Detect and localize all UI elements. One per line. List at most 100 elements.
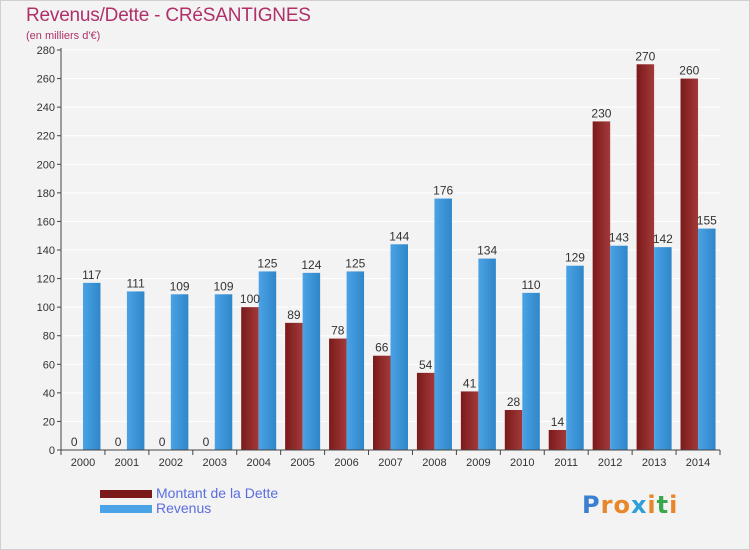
logo-letter: o: [613, 491, 631, 519]
data-label-revenus: 110: [521, 278, 540, 292]
bar-dette: [504, 410, 523, 450]
y-tick-label: 220: [37, 131, 55, 143]
bar-dette: [329, 338, 347, 450]
logo-letter: x: [630, 491, 648, 519]
bar-revenus: [258, 271, 277, 450]
data-label-dette: 0: [115, 435, 122, 449]
y-tick-label: 60: [43, 359, 55, 371]
y-tick-label: 180: [37, 188, 55, 200]
bar-dette: [285, 322, 303, 450]
bar-revenus: [390, 244, 408, 450]
data-label-dette: 0: [71, 435, 78, 449]
data-label-dette: 0: [159, 435, 166, 449]
y-tick-label: 240: [37, 102, 55, 114]
y-tick-label: 120: [37, 274, 55, 286]
y-tick-label: 80: [43, 331, 55, 343]
proxiti-logo: Proxiti: [582, 491, 678, 519]
x-tick-label: 2002: [159, 457, 183, 469]
x-tick-label: 2005: [290, 457, 314, 469]
legend-label-revenus: Revenus: [156, 500, 212, 516]
data-label-revenus: 155: [697, 214, 717, 228]
data-label-revenus: 117: [82, 268, 101, 282]
legend-swatch-dette: [100, 490, 152, 498]
x-tick-label: 2009: [466, 457, 490, 469]
data-label-dette: 260: [679, 64, 699, 78]
x-tick-label: 2006: [334, 457, 358, 469]
x-tick-label: 2007: [378, 457, 402, 469]
bar-revenus: [126, 291, 145, 450]
y-tick-label: 280: [37, 45, 55, 57]
data-label-dette: 54: [419, 358, 433, 372]
bar-dette: [592, 121, 611, 450]
bar-revenus: [478, 258, 496, 450]
data-label-dette: 28: [507, 395, 521, 409]
data-label-revenus: 109: [170, 279, 190, 293]
data-labels: 0 117 0 111 0 109 0 109 100 125 89 124 78 125 66 144 54 1…: [71, 49, 717, 449]
bar-revenus: [698, 228, 716, 450]
data-label-revenus: 111: [127, 276, 146, 290]
x-tick-label: 2014: [686, 457, 710, 469]
x-tick-label: 2001: [115, 457, 139, 469]
x-tick-label: 2013: [642, 457, 666, 469]
bar-revenus: [522, 292, 540, 450]
bars: [82, 64, 716, 451]
bar-revenus: [610, 245, 628, 450]
legend-swatch-revenus: [100, 505, 152, 513]
bar-dette: [680, 78, 699, 451]
bar-dette: [241, 307, 259, 450]
data-label-dette: 78: [331, 324, 345, 338]
legend-label-dette: Montant de la Dette: [156, 485, 279, 501]
legend-item-dette: Montant de la Dette: [100, 485, 400, 502]
data-label-dette: 270: [635, 49, 655, 63]
data-label-revenus: 176: [433, 184, 453, 198]
y-tick-label: 100: [37, 302, 55, 314]
y-tick-label: 0: [49, 445, 55, 457]
data-label-dette: 66: [375, 341, 389, 355]
data-label-dette: 100: [240, 292, 260, 306]
data-label-revenus: 144: [389, 229, 409, 243]
logo-letter: t: [656, 491, 670, 519]
chart-title: Revenus/Dette - CRéSANTIGNES: [26, 5, 311, 26]
bar-dette: [636, 64, 655, 451]
bar-dette: [373, 355, 391, 450]
y-tick-label: 40: [43, 388, 55, 400]
data-label-dette: 89: [287, 308, 301, 322]
x-tick-label: 2003: [203, 457, 227, 469]
bar-revenus: [82, 282, 101, 450]
bar-revenus: [346, 271, 365, 450]
bar-revenus: [170, 294, 189, 450]
x-tick-label: 2004: [246, 457, 270, 469]
data-label-dette: 41: [463, 376, 477, 390]
bar-dette: [416, 372, 435, 450]
x-tick-label: 2012: [598, 457, 622, 469]
x-tick-label: 2010: [510, 457, 534, 469]
data-label-dette: 14: [551, 415, 565, 429]
bar-revenus: [214, 294, 233, 450]
x-tick-label: 2000: [71, 457, 95, 469]
legend-item-revenus: Revenus: [100, 500, 400, 517]
data-label-revenus: 142: [653, 232, 673, 246]
axes: 0204060801001201401601802002202402602802…: [37, 45, 721, 469]
bar-revenus: [566, 265, 584, 450]
bar-revenus: [434, 198, 452, 450]
data-label-revenus: 125: [257, 256, 277, 270]
y-tick-label: 200: [37, 159, 55, 171]
logo-letter: i: [669, 491, 679, 519]
y-tick-label: 160: [37, 216, 55, 228]
data-label-revenus: 143: [609, 231, 629, 245]
chart-subtitle: (en milliers d'€): [26, 30, 101, 42]
bar-dette: [548, 430, 567, 450]
logo-letter: P: [582, 491, 601, 519]
y-tick-label: 140: [37, 245, 55, 257]
data-label-dette: 230: [591, 106, 611, 120]
logo-letter: i: [647, 491, 657, 519]
bar-revenus: [302, 272, 321, 450]
x-tick-label: 2008: [422, 457, 446, 469]
bar-dette: [460, 391, 479, 450]
data-label-revenus: 109: [214, 279, 234, 293]
bar-revenus: [654, 247, 672, 450]
x-tick-label: 2011: [554, 457, 578, 469]
data-label-revenus: 125: [345, 256, 365, 270]
data-label-dette: 0: [203, 435, 210, 449]
